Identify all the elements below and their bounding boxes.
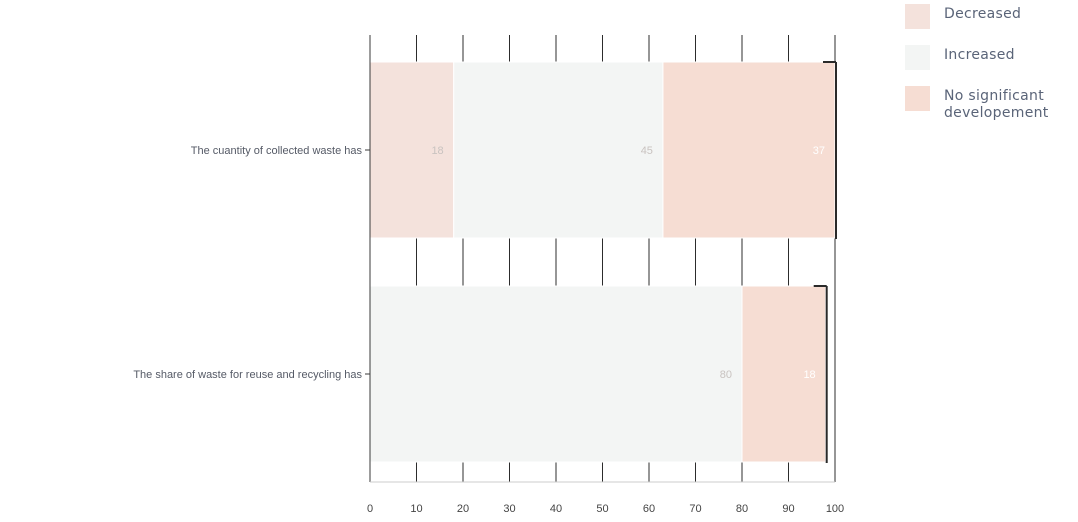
category-label-1: The cuantity of collected waste has — [191, 145, 363, 157]
bar-label-1-3: 37 — [813, 145, 825, 157]
bar-label-2-3: 18 — [803, 369, 815, 381]
bar-label-1-1: 18 — [431, 145, 443, 157]
x-tick-label-10: 10 — [410, 503, 422, 515]
legend-swatch-no-significant — [905, 86, 930, 111]
legend-item-no-significant: No significant developement — [905, 86, 1075, 122]
x-tick-label-60: 60 — [643, 503, 655, 515]
x-tick-label-50: 50 — [596, 503, 608, 515]
x-tick-label-100: 100 — [826, 503, 844, 515]
x-tick-label-30: 30 — [503, 503, 515, 515]
legend-label-increased: Increased — [944, 47, 1015, 63]
x-tick-label-90: 90 — [782, 503, 794, 515]
legend: Decreased Increased No significant devel… — [905, 4, 1075, 140]
bar-1-no-significant-developement — [662, 61, 836, 239]
x-tick-label-0: 0 — [367, 503, 373, 515]
bar-1-increased — [453, 61, 664, 239]
bar-1-decreased — [369, 61, 455, 239]
legend-swatch-increased — [905, 45, 930, 70]
x-tick-label-20: 20 — [457, 503, 469, 515]
bar-label-1-2: 45 — [641, 145, 653, 157]
legend-label-no-significant: No significant developement — [944, 88, 1049, 121]
x-tick-label-40: 40 — [550, 503, 562, 515]
legend-label-decreased: Decreased — [944, 6, 1022, 22]
legend-item-decreased: Decreased — [905, 4, 1075, 29]
x-tick-label-80: 80 — [736, 503, 748, 515]
category-label-2: The share of waste for reuse and recycli… — [133, 369, 362, 381]
bar-2-no-significant-developement — [741, 285, 827, 463]
bar-label-2-2: 80 — [720, 369, 732, 381]
legend-swatch-decreased — [905, 4, 930, 29]
x-tick-label-70: 70 — [689, 503, 701, 515]
legend-item-increased: Increased — [905, 45, 1075, 70]
bar-2-increased — [369, 285, 743, 463]
